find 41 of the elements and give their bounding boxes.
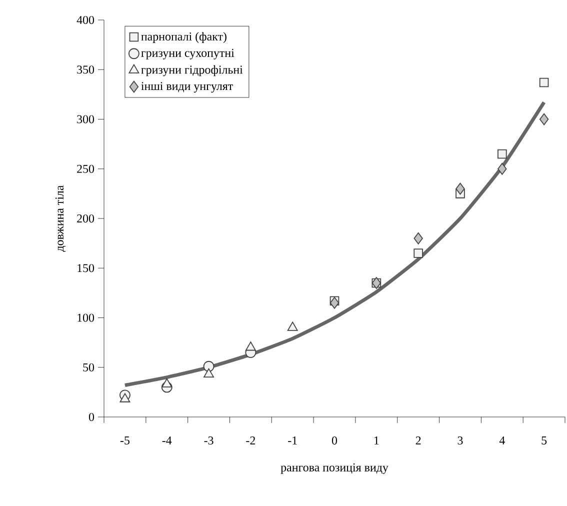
x-tick-label: 0	[332, 436, 338, 445]
point	[203, 360, 214, 372]
x-tick-label: 5	[542, 436, 547, 444]
point	[287, 322, 298, 331]
legend-label: гризуни сухопутні	[141, 48, 234, 60]
y-tick-label: 300	[77, 115, 94, 124]
point	[120, 393, 130, 402]
point	[414, 232, 423, 244]
x-tick-label: -4	[162, 436, 172, 444]
x-tick-label: 3	[458, 436, 463, 445]
point	[162, 378, 172, 388]
x-tick-label: 4	[499, 436, 505, 444]
point	[245, 342, 256, 351]
point	[414, 248, 423, 258]
y-tick-label: 50	[83, 363, 94, 372]
y-tick-label: 400	[76, 16, 94, 24]
y-tick-label: 250	[77, 164, 94, 173]
legend-label: гризуни гідрофільні	[141, 65, 243, 76]
legend-label: інші види унгулят	[141, 82, 233, 93]
x-tick-label: -2	[246, 436, 256, 444]
y-tick-label: 100	[78, 314, 94, 322]
point	[204, 368, 214, 378]
point	[539, 78, 549, 88]
y-tick-label: 200	[77, 214, 94, 223]
point	[497, 149, 507, 159]
y-tick-label: 350	[77, 66, 94, 74]
x-tick-label: 1	[374, 436, 379, 444]
x-tick-label: -3	[204, 436, 214, 445]
point	[539, 113, 549, 126]
legend-label: парнопалі (факт)	[141, 32, 226, 43]
x-tick-label: 2	[416, 436, 421, 444]
x-tick-label: -5	[120, 436, 130, 444]
point	[456, 182, 465, 195]
point	[330, 296, 340, 309]
y-tick-label: 150	[78, 264, 94, 272]
x-axis-title: рангова позиція виду	[280, 463, 388, 474]
y-tick-label: 0	[88, 412, 94, 422]
y-axis-title: довжина тіла	[55, 185, 66, 252]
point	[498, 162, 507, 175]
line-series	[123, 100, 546, 387]
x-tick-label: -1	[288, 436, 297, 444]
